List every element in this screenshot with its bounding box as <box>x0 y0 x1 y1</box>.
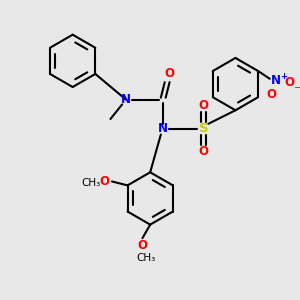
Text: S: S <box>199 122 208 135</box>
Text: O: O <box>99 175 109 188</box>
Text: CH₃: CH₃ <box>81 178 100 188</box>
Text: −: − <box>293 83 300 94</box>
Text: N: N <box>271 74 281 87</box>
Text: O: O <box>165 67 175 80</box>
Text: +: + <box>280 72 287 81</box>
Text: O: O <box>284 76 294 89</box>
Text: O: O <box>137 239 147 252</box>
Text: O: O <box>199 99 208 112</box>
Text: O: O <box>267 88 277 101</box>
Text: N: N <box>121 93 131 106</box>
Text: N: N <box>158 122 168 135</box>
Text: CH₃: CH₃ <box>137 253 156 262</box>
Text: O: O <box>199 146 208 158</box>
